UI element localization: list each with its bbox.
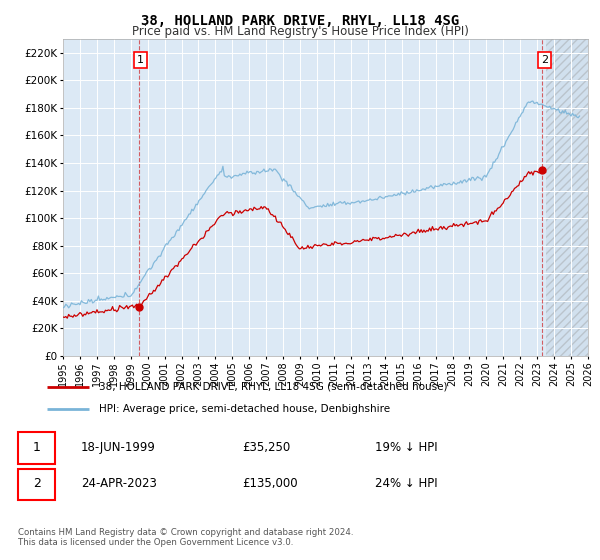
Text: 24% ↓ HPI: 24% ↓ HPI [375,477,437,490]
Text: 2: 2 [33,477,41,490]
Text: 18-JUN-1999: 18-JUN-1999 [81,441,156,454]
Text: Contains HM Land Registry data © Crown copyright and database right 2024.
This d: Contains HM Land Registry data © Crown c… [18,528,353,547]
Text: 2: 2 [541,55,548,65]
Bar [545,39,588,356]
Text: £135,000: £135,000 [242,477,298,490]
Text: 1: 1 [33,441,41,454]
Text: 19% ↓ HPI: 19% ↓ HPI [375,441,437,454]
FancyBboxPatch shape [18,469,55,500]
Text: 24-APR-2023: 24-APR-2023 [81,477,157,490]
Text: 1: 1 [137,55,144,65]
FancyBboxPatch shape [18,432,55,464]
Text: 38, HOLLAND PARK DRIVE, RHYL, LL18 4SG (semi-detached house): 38, HOLLAND PARK DRIVE, RHYL, LL18 4SG (… [100,381,448,391]
Text: 38, HOLLAND PARK DRIVE, RHYL, LL18 4SG: 38, HOLLAND PARK DRIVE, RHYL, LL18 4SG [141,14,459,28]
Text: Price paid vs. HM Land Registry's House Price Index (HPI): Price paid vs. HM Land Registry's House … [131,25,469,38]
Text: HPI: Average price, semi-detached house, Denbighshire: HPI: Average price, semi-detached house,… [100,404,391,414]
Bar [545,39,588,356]
Text: £35,250: £35,250 [242,441,290,454]
